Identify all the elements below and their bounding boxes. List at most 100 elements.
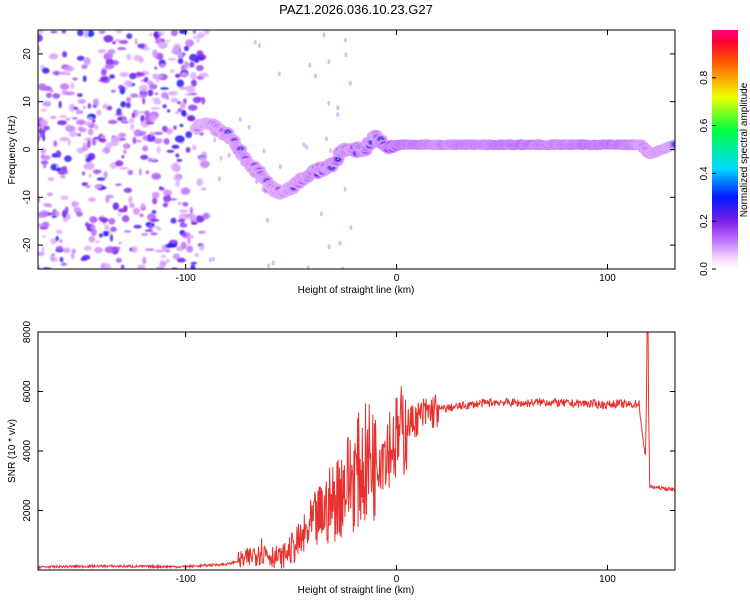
spectrogram-cell: [135, 72, 145, 77]
snr-xlabel: Height of straight line (km): [298, 585, 415, 596]
spectrogram-cell: [92, 169, 102, 174]
spectrogram-cell: [150, 131, 154, 137]
spectrogram-cell: [71, 200, 78, 208]
spectrogram-cell: [140, 154, 149, 160]
spectrogram-cell: [42, 100, 52, 107]
spectrogram-cell: [196, 38, 200, 43]
spectrogram-cell: [115, 246, 121, 250]
spectrogram-cell: [71, 117, 78, 120]
spectrogram-cell: [142, 135, 149, 141]
spectrogram-cell: [58, 100, 62, 109]
spectrogram-cell: [184, 93, 192, 96]
spectrogram-cell: [59, 83, 70, 90]
spectrogram-cell: [130, 123, 135, 131]
spectrogram-cell: [105, 142, 113, 149]
spectrogram-cell: [49, 53, 59, 60]
spectrogram-cell: [114, 39, 121, 42]
spectrogram-cell: [87, 197, 97, 202]
spectrogram-cell: [88, 173, 92, 178]
spectrogram-cell: [82, 75, 87, 82]
spectrogram-cell: [148, 224, 153, 230]
spectrogram-cell: [178, 213, 189, 221]
spectrogram-cell: [56, 229, 63, 235]
snr-frame: [37, 331, 676, 571]
spectrogram-cell: [132, 136, 137, 145]
spectrogram-cell: [103, 171, 108, 179]
spectrogram-cell: [169, 198, 177, 201]
spectrogram-cell: [157, 31, 165, 36]
spectrogram-cell: [38, 197, 41, 203]
spectrogram-cell: [258, 43, 261, 49]
spectrogram-cell: [82, 106, 86, 109]
spectrogram-cell: [51, 153, 58, 158]
spectrogram-cell: [57, 120, 67, 126]
spectrogram-cell: [227, 152, 231, 158]
spectrogram-cell: [200, 187, 207, 191]
y-tick-label: 20: [22, 48, 33, 60]
colorbar-gradient: [712, 30, 738, 269]
spectrogram-cell: [118, 208, 124, 212]
spectrogram-cell: [69, 103, 76, 112]
y-tick-label: 2000: [22, 499, 33, 522]
spectrogram-cell: [49, 89, 54, 93]
snr-series-line: [38, 332, 675, 570]
spectrogram-cell: [186, 85, 196, 94]
spectrogram-cell: [46, 92, 52, 99]
spectrogram-cell: [151, 209, 157, 215]
snr-ylabel: SNR (10 * v/v): [7, 419, 18, 483]
spectrogram-cell: [112, 41, 116, 45]
spectrogram-cell: [166, 149, 175, 153]
spectrogram-cell: [82, 254, 91, 260]
spectrogram-cell: [127, 81, 132, 87]
spectrogram-cell: [174, 73, 181, 78]
y-tick-label: -20: [22, 237, 33, 252]
spectrogram-ylabel: Frequency (Hz): [7, 116, 18, 185]
spectrogram-cell: [190, 261, 198, 265]
spectrogram-cell: [162, 125, 168, 132]
spectrogram-cell: [89, 216, 97, 223]
spectrogram-cell: [59, 256, 64, 263]
spectrogram-cell: [103, 35, 114, 43]
snr-panel: 2000 4000 6000 8000 -100 0 100 Height of stra…: [7, 320, 676, 596]
spectrogram-cell: [84, 245, 92, 251]
spectrogram-trace-cell: [239, 147, 242, 150]
spectrogram-cell: [43, 163, 47, 169]
spectrogram-cell: [134, 38, 138, 45]
spectrogram-cell: [314, 73, 318, 79]
spectrogram-cell: [253, 39, 257, 45]
spectrogram-cell: [40, 160, 49, 165]
y-tick-label: 8000: [22, 320, 33, 343]
spectrogram-cell: [157, 227, 162, 231]
spectrogram-cell: [238, 117, 242, 122]
spectrogram-cell: [62, 51, 68, 58]
spectrogram-cell: [302, 142, 306, 148]
spectrogram-cell: [162, 203, 168, 208]
spectrogram-cell: [187, 236, 191, 245]
spectrogram-cell: [150, 232, 158, 236]
spectrogram-cell: [65, 91, 75, 96]
spectrogram-cell: [199, 160, 210, 169]
spectrogram-cell: [145, 170, 150, 175]
spectrogram-cell: [116, 30, 122, 34]
spectrogram-cell: [154, 31, 159, 40]
y-tick-label: 6000: [22, 380, 33, 403]
spectrogram-cell: [101, 186, 107, 190]
spectrogram-cell: [192, 96, 202, 104]
spectrogram-cell: [53, 140, 58, 147]
spectrogram-cell: [98, 30, 106, 34]
spectrogram-cell: [67, 139, 71, 146]
spectrogram-cell: [133, 54, 142, 62]
spectrogram-cell: [115, 160, 124, 167]
spectrogram-cell: [183, 45, 190, 52]
colorbar-tick-label: 0.0: [699, 262, 710, 276]
x-tick-label: -100: [176, 273, 196, 284]
spectrogram-cell: [175, 153, 180, 158]
spectrogram-cell: [157, 41, 168, 49]
spectrogram-cell: [176, 79, 184, 88]
spectrogram-cell: [60, 262, 67, 267]
spectrogram-cell: [121, 155, 125, 159]
spectrogram-cell: [159, 186, 163, 189]
spectrogram-cell: [129, 202, 135, 209]
spectrogram-cell: [192, 35, 203, 39]
spectrogram-cell: [167, 57, 177, 61]
